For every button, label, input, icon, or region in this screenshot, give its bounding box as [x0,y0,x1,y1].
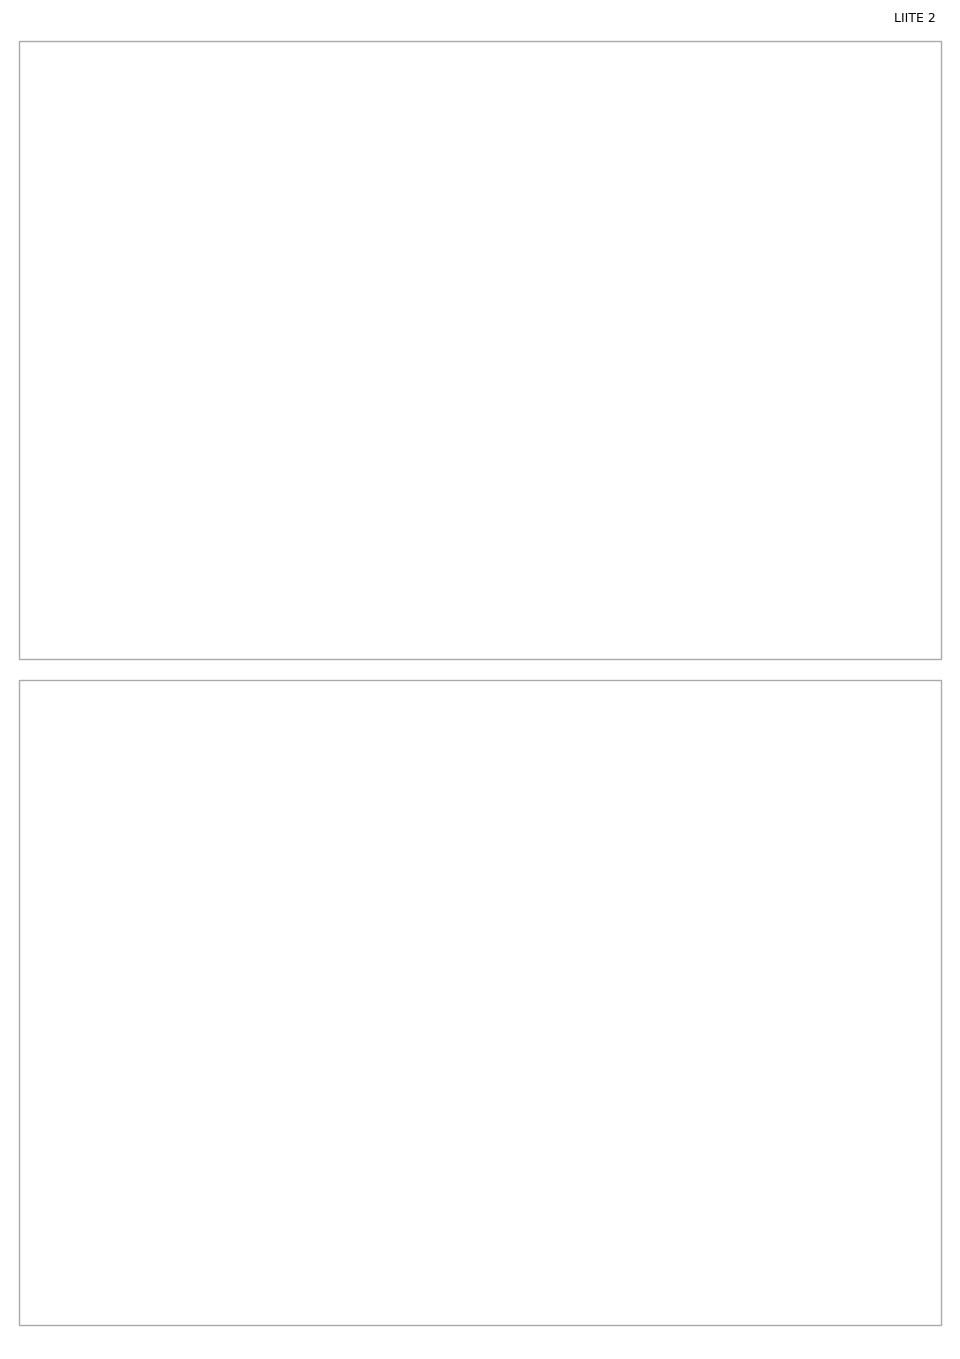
Polygon shape [276,1065,558,1162]
Polygon shape [480,366,573,510]
Polygon shape [418,366,480,514]
Polygon shape [228,340,480,417]
Polygon shape [418,366,573,472]
Polygon shape [701,957,728,1042]
Polygon shape [480,366,725,438]
Polygon shape [480,906,527,1061]
Polygon shape [480,932,653,1061]
Polygon shape [527,906,653,988]
Polygon shape [235,284,319,385]
Polygon shape [259,366,480,469]
Polygon shape [480,957,728,1006]
Polygon shape [480,905,527,1006]
Polygon shape [259,366,480,462]
Text: LIITE 2: LIITE 2 [895,12,936,26]
Polygon shape [480,987,732,1042]
Text: 65-
35 %: 65- 35 % [137,928,177,959]
Polygon shape [276,1006,558,1106]
Polygon shape [480,957,701,1061]
Polygon shape [480,906,653,1006]
Polygon shape [653,932,701,1012]
Polygon shape [319,284,480,412]
Text: 50-54
13 %: 50-54 13 % [232,461,276,493]
Polygon shape [480,299,732,393]
Text: 40-44
15 %: 40-44 15 % [730,442,774,474]
Text: 40-44
5 %: 40-44 5 % [749,906,793,938]
Polygon shape [480,1006,714,1098]
Text: 45-49
10 %: 45-49 10 % [501,489,545,522]
Polygon shape [480,1006,558,1157]
Text: 30-34
3 %: 30-34 3 % [512,853,556,886]
Text: 60-64
10 %: 60-64 10 % [155,275,199,307]
Polygon shape [480,932,701,1006]
Text: 55-59
14 %: 55-59 14 % [713,1089,757,1121]
Polygon shape [276,1006,480,1121]
Polygon shape [480,932,653,1061]
Text: 65-
11 %: 65- 11 % [328,219,367,250]
Polygon shape [480,1006,558,1157]
Polygon shape [480,905,527,962]
Polygon shape [276,1006,480,1121]
Polygon shape [480,260,675,366]
Text: 35-39
15 %: 35-39 15 % [805,319,850,352]
Polygon shape [259,366,480,462]
Polygon shape [480,260,496,366]
Polygon shape [480,957,701,1061]
Polygon shape [480,1006,714,1102]
Polygon shape [228,905,480,1065]
Polygon shape [259,366,480,469]
Polygon shape [480,299,675,412]
Text: 55-59
12 %: 55-59 12 % [106,367,150,400]
Polygon shape [714,1006,732,1098]
Polygon shape [480,1006,714,1102]
Polygon shape [418,366,480,514]
Polygon shape [480,299,732,393]
Polygon shape [319,260,480,330]
Polygon shape [480,366,725,438]
Polygon shape [319,284,480,412]
Text: KHT-tilintarkastajien ikäjakauma 1/2015: KHT-tilintarkastajien ikäjakauma 1/2015 [56,175,654,201]
Polygon shape [235,340,480,412]
Text: 30-34
13 %: 30-34 13 % [632,226,676,257]
Polygon shape [480,260,496,412]
Polygon shape [725,366,732,438]
Polygon shape [558,1042,714,1157]
Polygon shape [496,260,675,344]
Text: 50-54
9 %: 50-54 9 % [819,1003,863,1034]
Polygon shape [276,1006,558,1106]
Text: alle 30
1 %: alle 30 1 % [465,209,516,242]
Polygon shape [418,366,573,472]
Polygon shape [228,905,480,1065]
Polygon shape [418,465,573,518]
Text: alle 30
0 %: alle 30 0 % [454,853,506,912]
Polygon shape [228,340,480,417]
Polygon shape [480,260,496,306]
Polygon shape [480,366,725,465]
Polygon shape [228,1004,276,1121]
Polygon shape [319,260,480,366]
Polygon shape [235,284,480,366]
Text: 45-49
5 %: 45-49 5 % [801,943,845,976]
Polygon shape [480,260,496,412]
Polygon shape [480,366,573,510]
Polygon shape [480,1006,714,1098]
Polygon shape [480,366,725,465]
Text: 60-64
20 %: 60-64 20 % [330,1118,374,1151]
Polygon shape [480,987,732,1042]
Polygon shape [573,393,725,510]
Polygon shape [228,367,259,462]
Text: 35-39
9 %: 35-39 9 % [635,868,679,901]
Polygon shape [480,987,728,1061]
Polygon shape [259,417,418,514]
Polygon shape [480,906,527,1061]
Text: HTM-tilintarkastajien ikäjakauma 1/2015: HTM-tilintarkastajien ikäjakauma 1/2015 [56,815,663,841]
